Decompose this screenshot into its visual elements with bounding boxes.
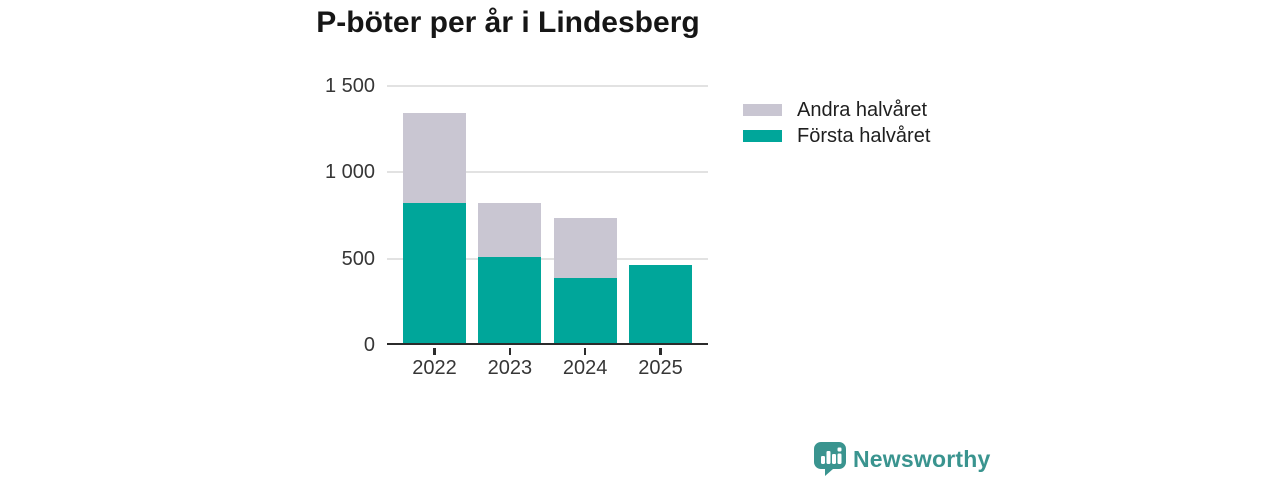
bar-2022-andra-halvåret xyxy=(403,112,466,204)
legend-label: Andra halvåret xyxy=(797,98,928,121)
bar-2024-första-halvåret xyxy=(553,278,617,343)
bar-2023-andra-halvåret xyxy=(478,203,542,257)
bar-2023-första-halvåret xyxy=(478,256,542,343)
newsworthy-logo: Newsworthy xyxy=(814,442,990,476)
bar-2022-första-halvåret xyxy=(403,203,466,343)
y-axis-label: 1 500 xyxy=(324,75,375,97)
x-axis-label: 2023 xyxy=(487,357,533,379)
gridline-500 xyxy=(387,257,708,260)
x-axis-tick-2025 xyxy=(659,347,662,355)
gridline-1500 xyxy=(387,85,708,87)
x-axis-label: 2022 xyxy=(412,357,457,379)
x-axis-tick-2023 xyxy=(508,347,512,355)
legend-item-första-halvåret: Första halvåret xyxy=(743,123,930,149)
legend-label: Första halvåret xyxy=(797,124,931,147)
plot-area xyxy=(387,85,708,345)
legend-swatch xyxy=(743,130,782,142)
x-axis-label: 2025 xyxy=(638,357,683,379)
y-axis-label: 500 xyxy=(341,247,375,270)
gridline-1000 xyxy=(387,171,708,174)
chart-title: P-böter per år i Lindesberg xyxy=(316,6,700,39)
speech-bubble-bar-chart-icon xyxy=(814,442,846,476)
newsworthy-logo-text: Newsworthy xyxy=(853,445,991,472)
legend-item-andra-halvåret: Andra halvåret xyxy=(743,97,930,123)
x-axis-tick-2022 xyxy=(433,347,436,355)
legend-swatch xyxy=(743,104,782,116)
bar-2025-första-halvåret xyxy=(629,265,692,343)
y-axis-label: 0 xyxy=(363,334,375,356)
x-axis-label: 2024 xyxy=(562,357,608,379)
legend: Andra halvåret Första halvåret xyxy=(743,97,930,149)
bar-2024-andra-halvåret xyxy=(553,217,617,279)
y-axis-label: 1 000 xyxy=(324,161,375,184)
x-axis-tick-2024 xyxy=(583,347,587,355)
